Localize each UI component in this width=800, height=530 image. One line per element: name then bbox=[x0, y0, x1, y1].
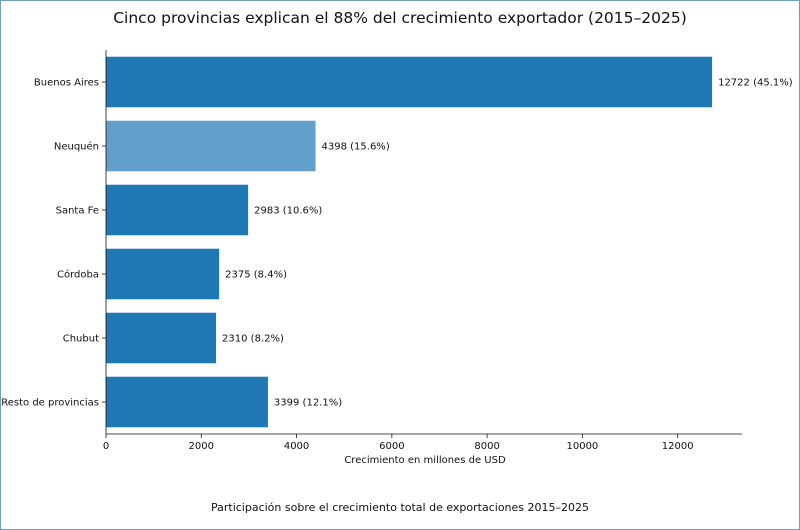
category-label-cordoba: Córdoba bbox=[57, 269, 99, 281]
x-axis: 0 2000 4000 6000 8000 10000 12000 bbox=[102, 50, 742, 452]
x-tick-label-10000: 10000 bbox=[566, 441, 598, 452]
category-label-neuquen: Neuquén bbox=[54, 141, 99, 153]
value-label-santa-fe: 2983 (10.6%) bbox=[254, 206, 322, 217]
value-label-neuquen: 4398 (15.6%) bbox=[322, 142, 390, 153]
x-tick-label-6000: 6000 bbox=[379, 441, 404, 452]
bar-chubut bbox=[106, 312, 217, 364]
bar-cordoba bbox=[106, 248, 220, 300]
chart-caption: Participación sobre el crecimiento total… bbox=[210, 501, 590, 514]
bar-buenos-aires bbox=[106, 56, 713, 108]
x-axis-label: Crecimiento en millones de USD bbox=[344, 455, 506, 466]
bar-santa-fe bbox=[106, 184, 249, 236]
chart-title: Cinco provincias explican el 88% del cre… bbox=[113, 9, 687, 27]
value-label-resto-de-provincias: 3399 (12.1%) bbox=[274, 398, 342, 409]
category-label-resto-de-provincias: Resto de provincias bbox=[1, 398, 99, 409]
bars-group bbox=[106, 56, 713, 428]
bar-neuquen bbox=[106, 120, 316, 172]
labels-group: Buenos Aires 12722 (45.1%) Neuquén 4398 (15… bbox=[1, 78, 793, 409]
category-label-chubut: Chubut bbox=[63, 334, 99, 345]
category-label-buenos-aires: Buenos Aires bbox=[34, 78, 99, 89]
category-label-santa-fe: Santa Fe bbox=[56, 206, 99, 217]
x-tick-label-0: 0 bbox=[103, 441, 109, 452]
x-tick-label-4000: 4000 bbox=[284, 441, 309, 452]
x-tick-label-8000: 8000 bbox=[474, 441, 499, 452]
value-label-chubut: 2310 (8.2%) bbox=[222, 334, 284, 345]
x-tick-label-2000: 2000 bbox=[189, 441, 214, 452]
x-tick-label-12000: 12000 bbox=[662, 441, 694, 452]
bar-resto-de-provincias bbox=[106, 376, 268, 428]
value-label-cordoba: 2375 (8.4%) bbox=[225, 270, 287, 281]
value-label-buenos-aires: 12722 (45.1%) bbox=[718, 78, 793, 89]
